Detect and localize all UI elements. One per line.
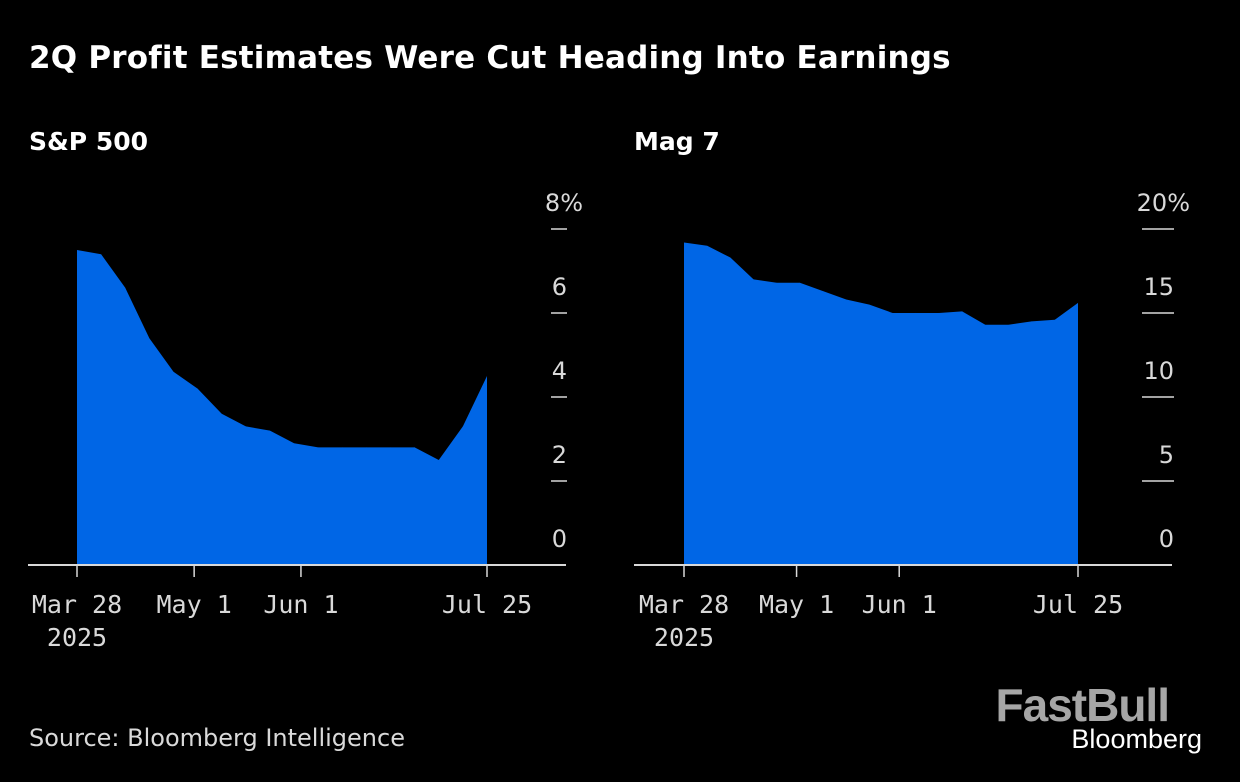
y-tick-label-sp500: 8% <box>545 189 583 217</box>
y-tick-label-sp500: 4 <box>552 357 567 385</box>
x-tick-label-mag7: Jun 1 <box>862 590 937 619</box>
y-tick-label-mag7: 0 <box>1159 525 1174 553</box>
source-note: Source: Bloomberg Intelligence <box>29 724 405 752</box>
panel-title-mag7: Mag 7 <box>634 127 720 156</box>
fastbull-logo-text: FastBull <box>995 679 1170 731</box>
x-tick-label-sp500: Mar 28 <box>32 590 122 619</box>
y-tick-label-mag7: 5 <box>1159 441 1174 469</box>
area-mag7 <box>684 242 1078 565</box>
x-tick-label-sp500: Jun 1 <box>263 590 338 619</box>
y-tick-label-mag7: 15 <box>1143 273 1174 301</box>
x-tick-label-sp500: Jul 25 <box>442 590 532 619</box>
panel-title-sp500: S&P 500 <box>29 127 149 156</box>
y-tick-label-sp500: 6 <box>552 273 567 301</box>
x-tick-sublabel-sp500: 2025 <box>47 623 107 652</box>
x-tick-label-sp500: May 1 <box>157 590 232 619</box>
area-sp500 <box>77 250 487 565</box>
y-tick-label-sp500: 0 <box>552 525 567 553</box>
watermark-logo: FastBull Bloomberg <box>995 679 1202 754</box>
x-tick-label-mag7: Jul 25 <box>1033 590 1123 619</box>
y-tick-label-sp500: 2 <box>552 441 567 469</box>
y-tick-label-mag7: 20% <box>1137 189 1190 217</box>
y-tick-label-mag7: 10 <box>1143 357 1174 385</box>
bloomberg-logo-text: Bloomberg <box>1071 724 1202 754</box>
chart-title: 2Q Profit Estimates Were Cut Heading Int… <box>29 40 951 76</box>
x-tick-label-mag7: Mar 28 <box>639 590 729 619</box>
x-tick-label-mag7: May 1 <box>759 590 834 619</box>
x-tick-sublabel-mag7: 2025 <box>654 623 714 652</box>
